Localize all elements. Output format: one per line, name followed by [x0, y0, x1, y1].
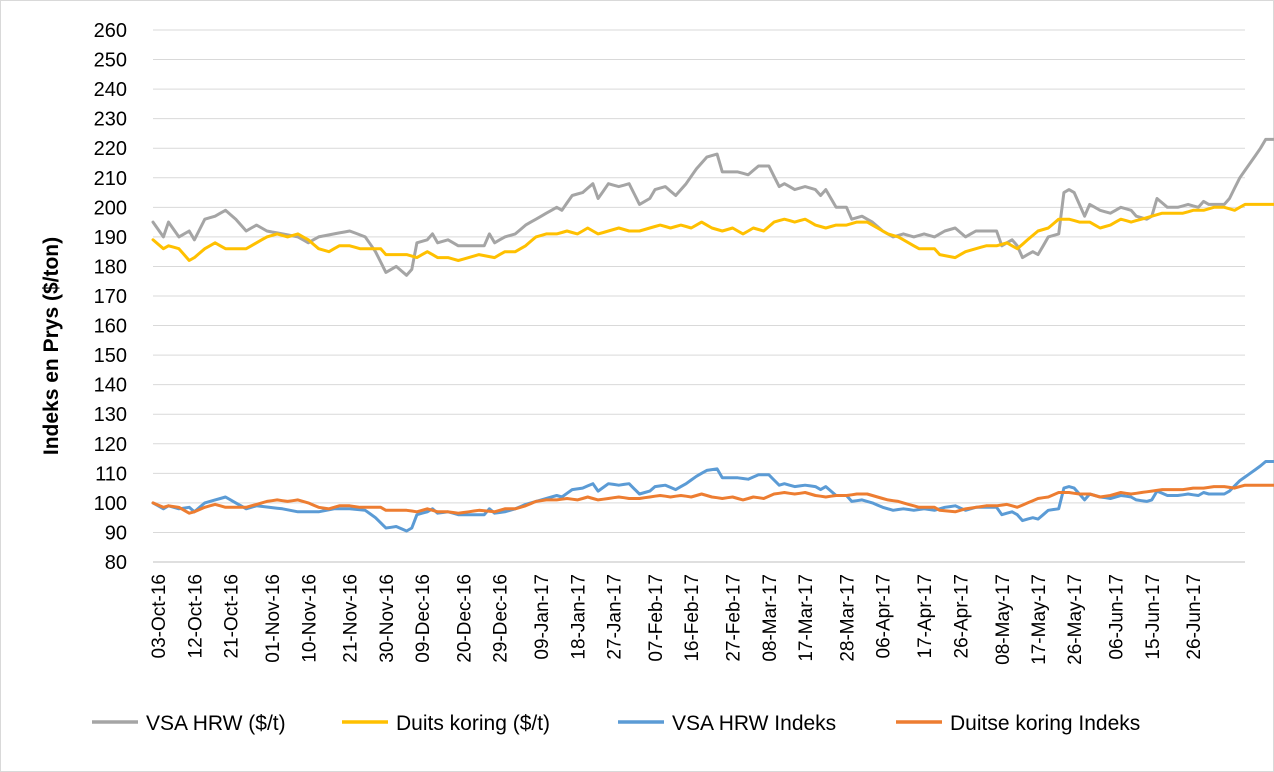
legend-label: VSA HRW ($/t): [146, 712, 286, 735]
x-tick-label: 01-Nov-16: [263, 574, 284, 663]
y-tick-label: 230: [94, 109, 127, 131]
y-tick-label: 250: [94, 50, 127, 72]
x-tick-label: 27-Jan-17: [605, 574, 626, 660]
y-tick-label: 260: [94, 20, 127, 42]
y-tick-label: 240: [94, 79, 127, 101]
series-line-1: [151, 202, 1274, 262]
legend: VSA HRW ($/t) Duits koring ($/t) VSA HRW I…: [92, 712, 1140, 735]
x-tick-label: 15-Jun-17: [1143, 574, 1164, 660]
y-tick-label: 190: [94, 227, 127, 249]
x-tick-label: 21-Oct-16: [222, 574, 243, 658]
x-tick-label: 10-Nov-16: [299, 574, 320, 663]
y-tick-label: 80: [105, 552, 127, 574]
legend-label: Duitse koring Indeks: [950, 712, 1140, 735]
y-tick-label: 210: [94, 168, 127, 190]
y-tick-label: 140: [94, 375, 127, 397]
x-tick-label: 29-Dec-16: [491, 574, 512, 663]
x-tick-label: 17-Mar-17: [796, 574, 817, 662]
x-tick-label: 16-Feb-17: [682, 574, 703, 662]
legend-label: VSA HRW Indeks: [672, 712, 836, 735]
x-tick-label: 06-Jun-17: [1107, 574, 1128, 660]
x-tick-label: 18-Jan-17: [568, 574, 589, 660]
y-tick-label: 90: [105, 522, 127, 544]
x-tick-label: 08-May-17: [993, 574, 1014, 665]
x-tick-label: 26-Apr-17: [951, 574, 972, 659]
x-tick-label: 07-Feb-17: [646, 574, 667, 662]
y-tick-label: 180: [94, 256, 127, 278]
series-line-0: [151, 137, 1274, 277]
x-tick-label: 21-Nov-16: [341, 574, 362, 663]
x-tick-label: 12-Oct-16: [185, 574, 206, 658]
gridlines: [153, 29, 1245, 533]
x-tick-label: 27-Feb-17: [724, 574, 745, 662]
y-tick-label: 160: [94, 316, 127, 338]
series-lines: [151, 137, 1274, 533]
y-tick-label: 120: [94, 434, 127, 456]
y-tick-label: 130: [94, 404, 127, 426]
y-axis-ticks: 80 90 100 110 120 130 140 150 160 170 180 190 200 210…: [94, 20, 127, 574]
x-axis-ticks: 03-Oct-16 12-Oct-16 21-Oct-16 01-Nov-16 10-N…: [149, 574, 1205, 665]
y-tick-label: 170: [94, 286, 127, 308]
y-tick-label: 150: [94, 345, 127, 367]
x-tick-label: 09-Jan-17: [532, 574, 553, 660]
x-tick-label: 30-Nov-16: [377, 574, 398, 663]
x-tick-label: 08-Mar-17: [760, 574, 781, 662]
x-tick-label: 20-Dec-16: [455, 574, 476, 663]
x-tick-label: 26-May-17: [1065, 574, 1086, 665]
x-tick-label: 06-Apr-17: [874, 574, 895, 659]
legend-label: Duits koring ($/t): [396, 712, 550, 735]
y-axis-title: Indeks en Prys ($/ton): [40, 237, 63, 455]
x-tick-label: 26-Jun-17: [1184, 574, 1205, 660]
x-tick-label: 28-Mar-17: [837, 574, 858, 662]
x-tick-label: 03-Oct-16: [149, 574, 170, 658]
x-tick-label: 17-Apr-17: [915, 574, 936, 659]
y-tick-label: 100: [94, 493, 127, 515]
series-line-2: [151, 460, 1274, 533]
y-tick-label: 220: [94, 138, 127, 160]
series-line-3: [151, 483, 1274, 515]
x-tick-label: 17-May-17: [1029, 574, 1050, 665]
y-tick-label: 200: [94, 197, 127, 219]
y-tick-label: 110: [95, 463, 127, 485]
x-tick-label: 09-Dec-16: [413, 574, 434, 663]
